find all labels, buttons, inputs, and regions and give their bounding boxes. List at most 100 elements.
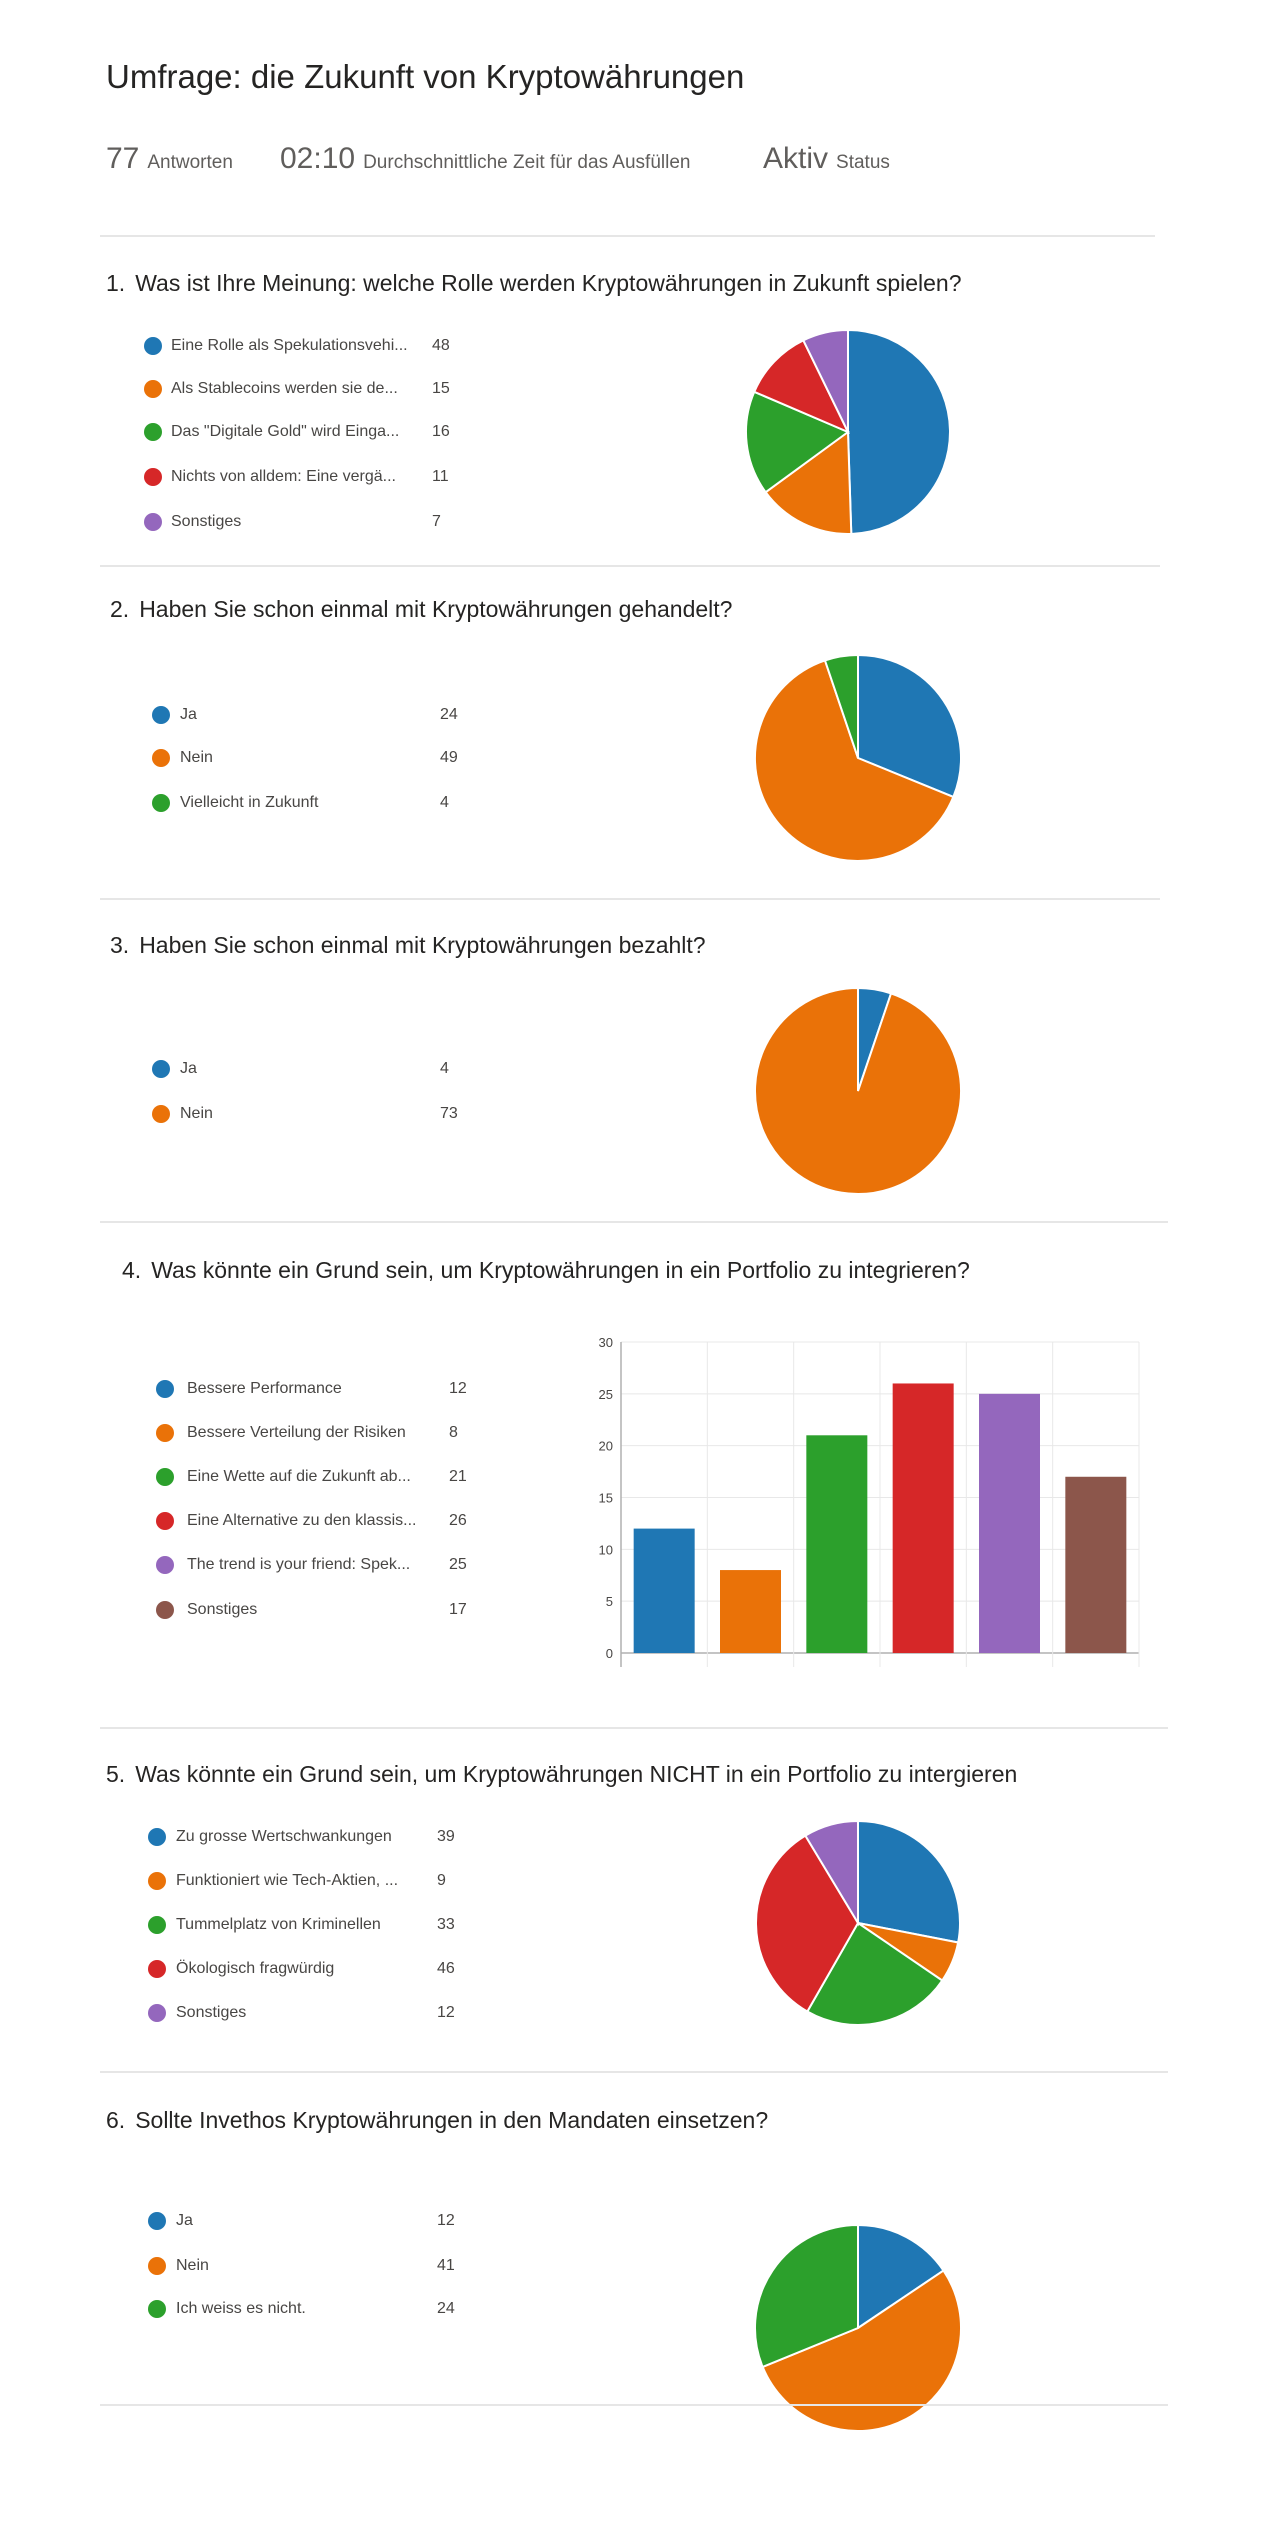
pie-slice[interactable] [755, 1834, 860, 2013]
question-text: Was könnte ein Grund sein, um Kryptowähr… [151, 1257, 970, 1283]
responses-count: 77 [106, 142, 140, 175]
legend-item[interactable]: Ja 12 [148, 2208, 477, 2234]
legend-count: 49 [440, 749, 458, 766]
bar[interactable] [979, 1393, 1040, 1653]
legend-item[interactable]: Vielleicht in Zukunft 4 [152, 790, 480, 816]
legend-count: 9 [437, 1872, 446, 1889]
y-tick-label: 25 [599, 1387, 613, 1402]
legend-color-dot-icon [148, 1872, 166, 1890]
section-divider [100, 898, 1160, 900]
legend-item[interactable]: Sonstiges 17 [156, 1597, 489, 1623]
bar[interactable] [1065, 1476, 1127, 1653]
pie-slice[interactable] [752, 338, 851, 434]
legend-item[interactable]: Ja 24 [152, 702, 480, 728]
legend-item[interactable]: Sonstiges 12 [148, 2000, 477, 2026]
legend-item[interactable]: Eine Alternative zu den klassis... 26 [156, 1508, 489, 1534]
legend-label: Ja [180, 1060, 197, 1077]
pie-slice[interactable] [754, 659, 955, 862]
legend-item[interactable]: The trend is your friend: Spek... 25 [156, 1552, 489, 1578]
legend-count: 26 [449, 1512, 467, 1529]
legend-label: Als Stablecoins werden sie de... [171, 380, 398, 397]
legend-count: 15 [432, 380, 450, 397]
section-divider [100, 565, 1160, 567]
question-text: Haben Sie schon einmal mit Kryptowährung… [139, 932, 706, 958]
legend-color-dot-icon [152, 794, 170, 812]
bar[interactable] [892, 1383, 954, 1653]
legend-item[interactable]: Nein 49 [152, 745, 480, 771]
legend-item[interactable]: Bessere Performance 12 [156, 1376, 489, 1402]
legend-color-dot-icon [148, 2212, 166, 2230]
bar[interactable] [633, 1528, 695, 1653]
legend-item[interactable]: Ökologisch fragwürdig 46 [148, 1956, 477, 1982]
legend-label: Bessere Verteilung der Risiken [187, 1424, 406, 1441]
legend-count: 46 [437, 1960, 455, 1977]
bar[interactable] [720, 1570, 781, 1653]
legend-item[interactable]: Sonstiges 7 [144, 509, 472, 535]
pie-chart [755, 1819, 961, 2026]
pie-slice[interactable] [847, 328, 952, 535]
legend-color-dot-icon [148, 2004, 166, 2022]
legend-item[interactable]: Nein 41 [148, 2253, 477, 2279]
pie-slice[interactable] [745, 390, 851, 494]
legend-color-dot-icon [156, 1424, 174, 1442]
legend-count: 4 [440, 1060, 449, 1077]
legend-color-dot-icon [144, 337, 162, 355]
pie-slice[interactable] [803, 1819, 859, 1927]
legend-color-dot-icon [152, 1060, 170, 1078]
avg-time-label: Durchschnittliche Zeit für das Ausfüllen [363, 152, 691, 173]
legend-item[interactable]: Nichts von alldem: Eine vergä... 11 [144, 464, 472, 490]
legend-color-dot-icon [148, 2257, 166, 2275]
question-text: Haben Sie schon einmal mit Kryptowährung… [139, 596, 733, 622]
legend-item[interactable]: Eine Rolle als Spekulationsvehi... 48 [144, 333, 472, 359]
legend-item[interactable]: Bessere Verteilung der Risiken 8 [156, 1420, 489, 1446]
bar[interactable] [806, 1435, 868, 1653]
legend-item[interactable]: Eine Wette auf die Zukunft ab... 21 [156, 1464, 489, 1490]
legend-count: 11 [432, 468, 449, 485]
pie-slice[interactable] [805, 1921, 944, 2026]
legend-label: Eine Alternative zu den klassis... [187, 1512, 417, 1529]
pie-slice[interactable] [801, 328, 849, 433]
legend-label: Sonstiges [176, 2004, 247, 2021]
pie-slice[interactable] [764, 430, 853, 535]
responses-label: Antworten [147, 152, 233, 173]
legend-item[interactable]: Nein 73 [152, 1101, 480, 1127]
legend-label: The trend is your friend: Spek... [187, 1556, 411, 1573]
pie-slice[interactable] [823, 653, 859, 759]
legend-item[interactable]: Funktioniert wie Tech-Aktien, ... 9 [148, 1868, 477, 1894]
legend-color-dot-icon [144, 380, 162, 398]
section-divider [100, 1727, 1168, 1729]
legend-label: Nichts von alldem: Eine vergä... [171, 468, 396, 485]
question-number: 6. [106, 2107, 126, 2133]
legend-item[interactable]: Zu grosse Wertschwankungen 39 [148, 1824, 477, 1850]
pie-slice[interactable] [754, 986, 962, 1195]
header-divider [100, 235, 1155, 237]
y-tick-label: 5 [606, 1594, 613, 1609]
question-text: Was könnte ein Grund sein, um Kryptowähr… [135, 1761, 1018, 1787]
legend-label: Funktioniert wie Tech-Aktien, ... [176, 1872, 399, 1889]
pie-slice[interactable] [857, 653, 962, 799]
legend-label: Ökologisch fragwürdig [176, 1960, 335, 1977]
legend-count: 12 [437, 2004, 455, 2021]
question-number: 1. [106, 270, 126, 296]
legend-label: Eine Rolle als Spekulationsvehi... [171, 337, 408, 354]
legend-label: Ja [176, 2212, 193, 2229]
pie-slice[interactable] [857, 2223, 945, 2330]
legend-item[interactable]: Tummelplatz von Kriminellen 33 [148, 1912, 477, 1938]
legend-color-dot-icon [152, 749, 170, 767]
avg-time-value: 02:10 [280, 142, 356, 175]
pie-slice[interactable] [857, 1819, 961, 1944]
legend-item[interactable]: Als Stablecoins werden sie de... 15 [144, 376, 472, 402]
legend-label: Eine Wette auf die Zukunft ab... [187, 1468, 411, 1485]
question-text: Was ist Ihre Meinung: welche Rolle werde… [135, 270, 962, 296]
question-title: 2. Haben Sie schon einmal mit Kryptowähru… [110, 596, 732, 623]
legend-count: 24 [440, 706, 458, 723]
legend-item[interactable]: Das "Digitale Gold" wird Einga... 16 [144, 419, 472, 445]
pie-slice[interactable] [754, 2223, 859, 2369]
legend-label: Das "Digitale Gold" wird Einga... [171, 423, 400, 440]
legend-label: Nein [180, 1105, 213, 1122]
legend-item[interactable]: Ja 4 [152, 1056, 480, 1082]
legend-item[interactable]: Ich weiss es nicht. 24 [148, 2296, 477, 2322]
question-title: 4. Was könnte ein Grund sein, um Kryptowä… [122, 1257, 970, 1284]
legend-count: 73 [440, 1105, 458, 1122]
y-tick-label: 10 [599, 1542, 613, 1557]
